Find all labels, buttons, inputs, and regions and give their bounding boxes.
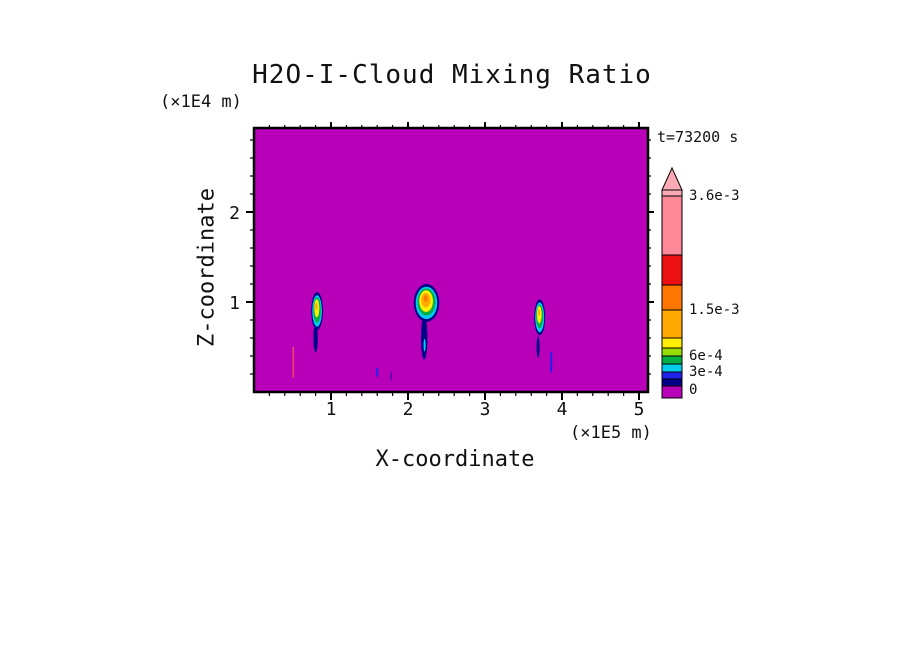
colorbar-label-0: 0 (689, 382, 698, 398)
colorbar-label-6e-4: 6e-4 (689, 348, 723, 364)
time-stamp-label: t=73200 s (657, 128, 739, 146)
x-tick-label-5: 5 (633, 399, 645, 420)
x-axis-units-label: (×1E5 m) (570, 423, 652, 443)
chart-title: H2O-I-Cloud Mixing Ratio (252, 60, 652, 90)
y-tick-label-2: 2 (229, 203, 240, 224)
y-axis-title: Z-coordinate (194, 188, 220, 347)
y-axis-units-label: (×1E4 m) (160, 92, 242, 112)
x-tick-label-2: 2 (402, 399, 414, 420)
x-tick-label-3: 3 (479, 399, 491, 420)
plot-area (246, 122, 654, 400)
colorbar-label-1.5e-3: 1.5e-3 (689, 302, 740, 318)
colorbar-label-3.6e-3: 3.6e-3 (689, 188, 740, 204)
y-tick-label-1: 1 (229, 293, 240, 314)
x-axis-title: X-coordinate (375, 447, 535, 472)
colorbar-label-3e-4: 3e-4 (689, 364, 723, 380)
x-tick-label-1: 1 (325, 399, 337, 420)
colorbar (661, 166, 683, 399)
x-tick-label-4: 4 (556, 399, 568, 420)
